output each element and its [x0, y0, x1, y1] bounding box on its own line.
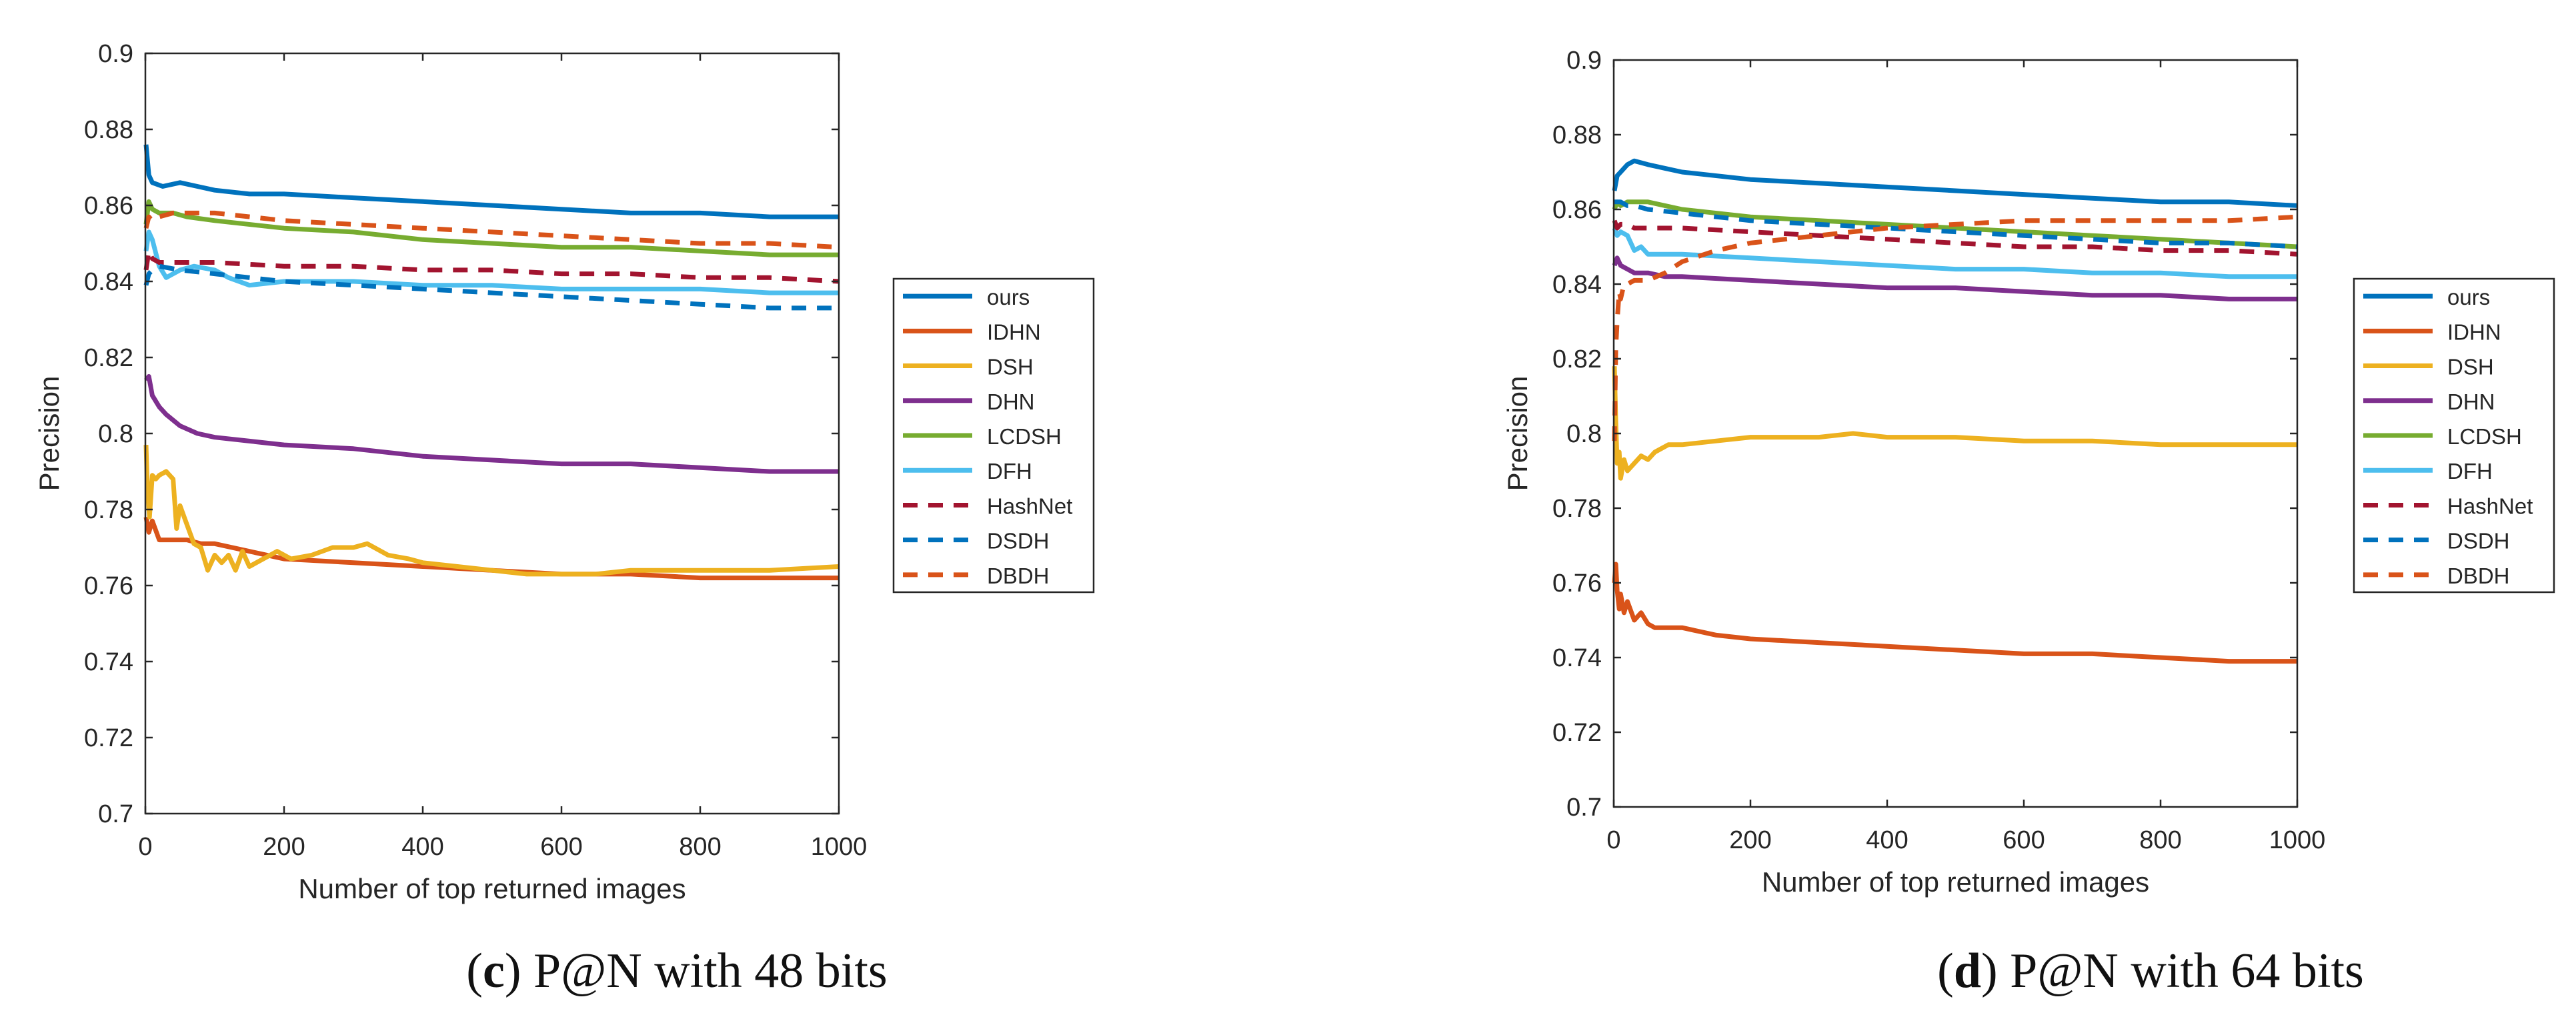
ticks-layer: 0 200 400 600 800 1000 0.7 0.72 0.74 0.76 0.78 0.8 0… — [1552, 47, 2325, 854]
plot-area — [1614, 60, 2297, 807]
series-line-ours — [1612, 158, 2298, 208]
series-line-dfh — [1612, 227, 2297, 279]
y-tick-label: 0.7 — [1566, 794, 1602, 822]
y-tick-label: 0.7 — [98, 800, 133, 828]
legend: ours IDHN DSH DHN LCDSH DFH HashNet DSDH DBDH — [2353, 277, 2555, 594]
x-tick-label: 400 — [1866, 826, 1908, 854]
legend-label: ours — [2447, 285, 2490, 309]
series-layer — [143, 144, 840, 581]
y-tick-label: 0.82 — [1552, 345, 1602, 373]
y-tick-label: 0.88 — [84, 116, 133, 144]
legend-label: DSDH — [987, 529, 1050, 554]
y-tick-label: 0.82 — [84, 344, 133, 372]
x-tick-label: 1000 — [811, 833, 868, 861]
y-tick-label: 0.74 — [1552, 644, 1602, 672]
legend-label: LCDSH — [987, 424, 1062, 449]
caption-d: (d) P@N with 64 bits — [1937, 944, 2364, 998]
y-tick-label: 0.74 — [84, 648, 133, 676]
series-line-dhn — [144, 374, 839, 474]
y-tick-label: 0.8 — [1566, 420, 1602, 448]
caption-c: (c) P@N with 48 bits — [466, 944, 887, 998]
series-line-dsh — [143, 444, 840, 577]
y-axis-label: Precision — [1502, 376, 1533, 491]
ticks-layer: 0 200 400 600 800 1000 0.7 0.72 0.74 0.76 0.78 0.8 0… — [84, 40, 867, 861]
y-axis-label: Precision — [33, 376, 65, 491]
caption-letter: d — [1954, 944, 1981, 998]
series-line-dsdh — [143, 263, 839, 311]
x-tick-label: 0 — [1606, 826, 1620, 854]
x-tick-label: 800 — [2139, 826, 2181, 854]
panel-d-chart: 0 200 400 600 800 1000 0.7 0.72 0.74 0.76 0.78 0.8 0… — [1502, 47, 2555, 898]
x-tick-label: 200 — [1729, 826, 1771, 854]
series-line-hashnet — [1612, 219, 2298, 257]
legend-label: DBDH — [2447, 564, 2510, 588]
y-tick-label: 0.86 — [1552, 196, 1602, 224]
series-line-idhn — [1612, 562, 2297, 664]
caption-open-paren: ( — [466, 944, 483, 998]
series-line-hashnet — [143, 248, 840, 284]
legend-label: IDHN — [2447, 319, 2501, 344]
caption-text: ) P@N with 64 bits — [1981, 944, 2364, 998]
panel-c-chart: 0 200 400 600 800 1000 0.7 0.72 0.74 0.76 0.78 0.8 0… — [33, 40, 1095, 904]
series-line-dhn — [1612, 255, 2297, 301]
x-tick-label: 600 — [2003, 826, 2045, 854]
y-tick-label: 0.8 — [98, 420, 133, 448]
legend-label: DSDH — [2447, 529, 2510, 554]
series-line-dsh — [1612, 366, 2297, 481]
y-tick-label: 0.88 — [1552, 121, 1602, 149]
legend-label: DHN — [2447, 389, 2495, 414]
legend-label: HashNet — [2447, 493, 2533, 518]
legend-label: LCDSH — [2447, 424, 2522, 449]
y-tick-label: 0.72 — [84, 724, 133, 752]
legend-label: DSH — [2447, 355, 2494, 379]
series-line-ours — [143, 144, 839, 219]
x-axis-label: Number of top returned images — [298, 873, 686, 904]
x-axis-label: Number of top returned images — [1762, 866, 2149, 898]
y-tick-label: 0.72 — [1552, 719, 1602, 747]
caption-open-paren: ( — [1937, 944, 1954, 998]
x-tick-label: 800 — [679, 833, 721, 861]
x-tick-label: 600 — [540, 833, 582, 861]
legend-label: DFH — [2447, 459, 2493, 483]
x-tick-label: 400 — [401, 833, 443, 861]
caption-letter: c — [483, 944, 505, 998]
y-tick-label: 0.76 — [84, 572, 133, 600]
y-tick-label: 0.78 — [84, 496, 133, 524]
legend-label: IDHN — [987, 319, 1041, 344]
series-line-lcdsh — [143, 199, 839, 257]
caption-text: ) P@N with 48 bits — [505, 944, 888, 998]
legend-label: DBDH — [987, 564, 1050, 588]
series-line-dbdh — [143, 210, 840, 250]
y-tick-label: 0.76 — [1552, 570, 1602, 598]
y-tick-label: 0.86 — [84, 192, 133, 220]
series-layer — [1612, 158, 2298, 664]
legend: ours IDHN DSH DHN LCDSH DFH HashNet DSDH DBDH — [892, 277, 1095, 594]
legend-label: DSH — [987, 355, 1034, 379]
x-tick-label: 0 — [138, 833, 152, 861]
legend-label: HashNet — [987, 493, 1072, 518]
y-tick-label: 0.9 — [1566, 47, 1602, 75]
y-tick-label: 0.84 — [1552, 271, 1602, 299]
y-tick-label: 0.84 — [84, 268, 133, 296]
plot-area — [145, 53, 839, 814]
series-line-dbdh — [1612, 214, 2298, 441]
x-tick-label: 1000 — [2269, 826, 2326, 854]
y-tick-label: 0.9 — [98, 40, 133, 68]
legend-label: DHN — [987, 389, 1035, 414]
series-line-dsdh — [1614, 199, 2298, 249]
x-tick-label: 200 — [263, 833, 305, 861]
legend-label: ours — [987, 285, 1030, 309]
y-tick-label: 0.78 — [1552, 495, 1602, 523]
legend-label: DFH — [987, 459, 1032, 483]
